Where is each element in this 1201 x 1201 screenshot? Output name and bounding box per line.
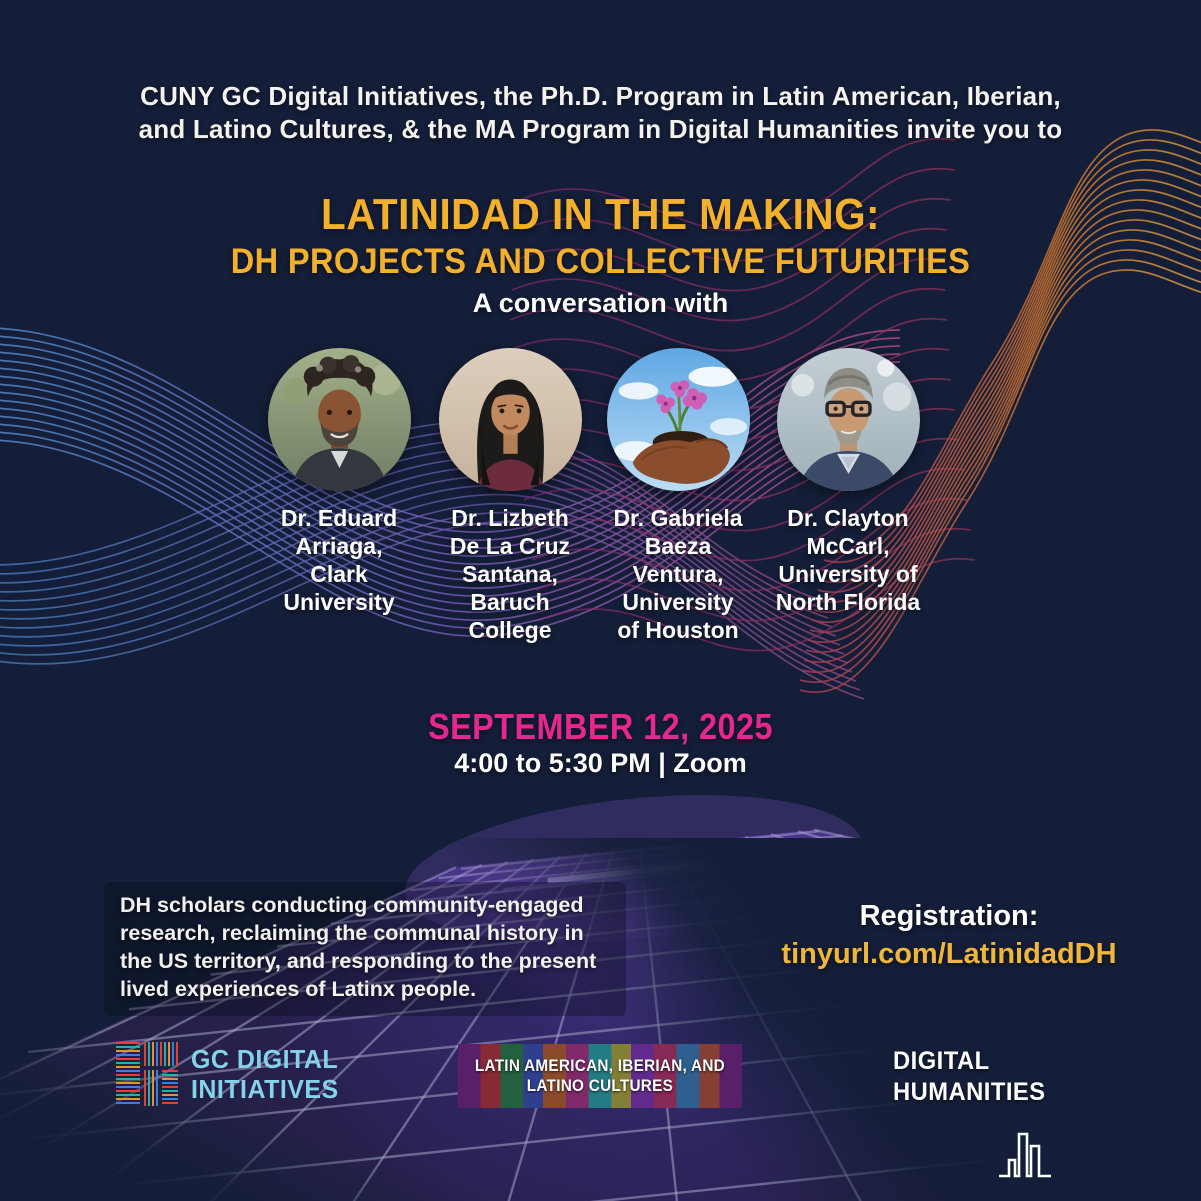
lalc-logo-line1: LATIN AMERICAN, IBERIAN, AND xyxy=(474,1056,726,1075)
speaker-name: Dr. Gabriela Baeza Ventura, University o… xyxy=(613,505,743,643)
invitation-header-line2: and Latino Cultures, & the MA Program in… xyxy=(138,114,1063,144)
speaker-photo-gabriela-baeza-ventura xyxy=(606,348,750,491)
speaker-name: Dr. Eduard Arriaga, Clark University xyxy=(280,505,398,615)
dh-logo-line2: HUMANITIES xyxy=(893,1078,1046,1106)
invitation-header-line1: CUNY GC Digital Initiatives, the Ph.D. P… xyxy=(140,81,1061,111)
registration-label: Registration: xyxy=(859,900,1039,932)
event-subtitle: A conversation with xyxy=(472,288,729,318)
dh-skyline-icon xyxy=(999,1132,1051,1178)
lalc-logo-line2: LATINO CULTURES xyxy=(526,1076,674,1095)
gc-logo-line2: INITIATIVES xyxy=(191,1074,339,1104)
speaker-photo-clayton-mccarl xyxy=(776,348,920,491)
event-time-platform: 4:00 to 5:30 PM | Zoom xyxy=(454,748,747,778)
speaker-card: Dr. Clayton McCarl, University of North … xyxy=(763,348,933,616)
lalc-logo-text: LATIN AMERICAN, IBERIAN, AND LATINO CULT… xyxy=(475,1056,725,1096)
event-title-line1: LATINIDAD IN THE MAKING: xyxy=(321,190,880,239)
speaker-card: Dr. Lizbeth De La Cruz Santana, Baruch C… xyxy=(425,348,595,644)
gc-logo-text: GC DIGITAL INITIATIVES xyxy=(191,1044,339,1104)
digital-humanities-logo: DIGITAL HUMANITIES xyxy=(893,1046,1046,1108)
description-panel: DH scholars conducting community-engaged… xyxy=(104,882,626,1016)
gc-stripes-icon xyxy=(116,1042,178,1106)
event-title-line2: DH PROJECTS AND COLLECTIVE FUTURITIES xyxy=(230,242,971,281)
speaker-card: Dr. Gabriela Baeza Ventura, University o… xyxy=(593,348,763,644)
latin-american-iberian-latino-cultures-logo: LATIN AMERICAN, IBERIAN, AND LATINO CULT… xyxy=(458,1044,742,1108)
invitation-header: CUNY GC Digital Initiatives, the Ph.D. P… xyxy=(0,80,1201,146)
speaker-photo-eduard-arriaga xyxy=(267,348,411,491)
registration-block: Registration: tinyurl.com/LatinidadDH xyxy=(744,900,1154,971)
gc-digital-initiatives-logo: GC DIGITAL INITIATIVES xyxy=(116,1042,345,1106)
speaker-name: Dr. Clayton McCarl, University of North … xyxy=(775,505,921,615)
speaker-name: Dr. Lizbeth De La Cruz Santana, Baruch C… xyxy=(449,505,571,643)
event-description: DH scholars conducting community-engaged… xyxy=(120,893,597,1001)
registration-url-link[interactable]: tinyurl.com/LatinidadDH xyxy=(781,938,1117,970)
dh-logo-line1: DIGITAL xyxy=(893,1047,990,1075)
event-date: SEPTEMBER 12, 2025 xyxy=(428,706,773,747)
speaker-photo-lizbeth-de-la-cruz-santana xyxy=(438,348,582,491)
speaker-card: Dr. Eduard Arriaga, Clark University xyxy=(254,348,424,616)
gc-logo-line1: GC DIGITAL xyxy=(191,1044,339,1074)
